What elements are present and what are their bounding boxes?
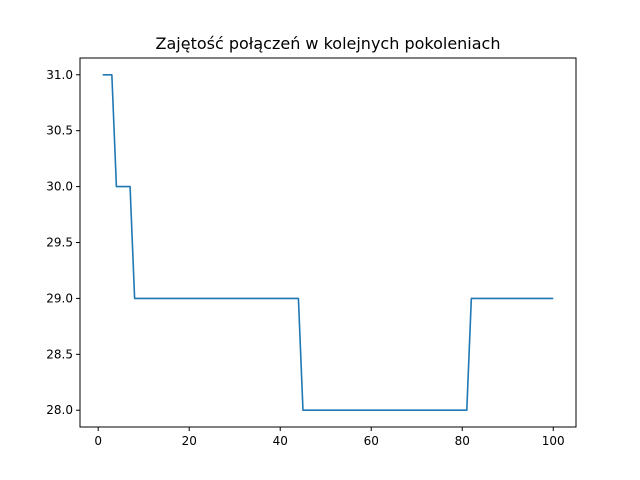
y-axis: 28.0 28.5 29.0 29.5 30.0 30.5 31.0 [46,68,80,417]
x-tick-label: 40 [273,434,288,448]
y-tick-label: 29.0 [46,291,73,305]
y-tick-label: 28.0 [46,403,73,417]
y-tick-label: 29.5 [46,236,73,250]
x-tick-label: 80 [455,434,470,448]
series-layer [102,73,554,412]
y-tick-label: 28.5 [46,347,73,361]
x-tick-label: 100 [542,434,565,448]
y-tick-label: 31.0 [46,68,73,82]
y-tick-label: 30.5 [46,124,73,138]
x-tick-label: 60 [364,434,379,448]
y-tick-label: 30.0 [46,180,73,194]
x-tick-label: 20 [182,434,197,448]
x-tick-label: 0 [94,434,102,448]
series-line [102,73,554,412]
x-axis: 0 20 40 60 80 100 [94,427,565,448]
chart-title: Zajętość połączeń w kolejnych pokoleniac… [156,34,501,53]
